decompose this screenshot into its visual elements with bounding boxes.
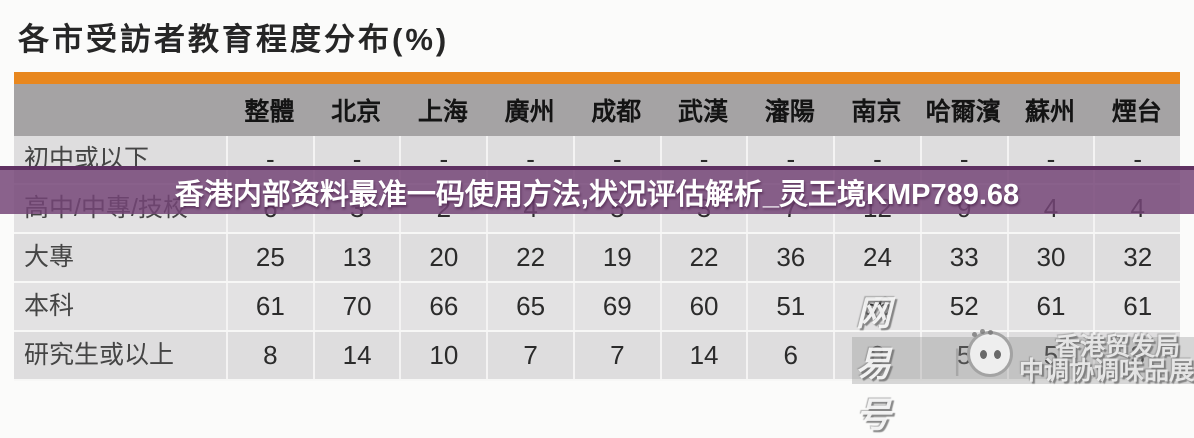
logo-dots	[971, 332, 977, 337]
watermark-line2: 中调协调味品展	[1018, 357, 1194, 385]
value-cell: 70	[312, 283, 400, 330]
value-cell: -	[833, 136, 920, 183]
value-cell: 3	[1093, 332, 1180, 379]
value-cell: 61	[1006, 283, 1094, 330]
value-cell: 10	[399, 332, 486, 379]
value-cell: -	[486, 136, 573, 183]
value-cell: 52	[919, 283, 1007, 330]
value-cell: 56	[833, 283, 920, 330]
value-cell: 69	[572, 283, 660, 330]
value-cell: 7	[572, 332, 660, 379]
value-cell: 20	[399, 234, 486, 281]
column-header: 成都	[591, 98, 642, 126]
watermark: 网易号 | 香港贸发局 中调协调味品展	[856, 294, 1194, 435]
column-header: 哈爾濱	[925, 98, 1001, 126]
value-cell: -	[399, 136, 486, 183]
logo-right-eye	[993, 350, 1001, 359]
column-header: 上海	[417, 98, 468, 126]
value-cell: 13	[312, 234, 400, 281]
value-cell: 30	[1006, 234, 1094, 281]
value-cell: -	[659, 136, 747, 183]
value-cell: 61	[1093, 283, 1180, 330]
column-header: 瀋陽	[764, 98, 815, 126]
row-label: 本科	[24, 292, 75, 320]
value-cell: 14	[312, 332, 400, 379]
smiley-logo-icon	[966, 331, 1013, 377]
overlay-banner: 香港内部资料最准一码使用方法,状况评估解析_灵王境KMP789.68	[0, 166, 1194, 214]
column-header: 蘇州	[1024, 98, 1075, 126]
value-cell: 61	[226, 283, 313, 330]
page-title: 各市受訪者教育程度分布(%)	[18, 22, 450, 57]
value-cell: 22	[659, 234, 747, 281]
value-cell: 24	[833, 234, 920, 281]
column-header: 武漢	[678, 98, 729, 126]
watermark-source-label: 网易号	[856, 293, 893, 435]
value-cell: 32	[1093, 234, 1180, 281]
overlay-banner-text: 香港内部资料最准一码使用方法,状况评估解析_灵王境KMP789.68	[174, 179, 1020, 211]
value-cell: -	[572, 136, 660, 183]
value-cell: -	[1006, 136, 1094, 183]
watermark-divider: |	[953, 344, 961, 377]
value-cell: 51	[746, 283, 833, 330]
table-header-row: 整體 北京 上海 廣州 成都 武漢 瀋陽 南京 哈爾濱 蘇州 煙台	[14, 84, 1180, 136]
value-cell: 8	[226, 332, 313, 379]
table-row: 大專 25 13 20 22 19 22 36 24 33 30 32	[14, 234, 1180, 283]
value-cell: 7	[486, 332, 573, 379]
value-cell: 25	[226, 234, 313, 281]
value-cell: 14	[659, 332, 747, 379]
column-header: 煙台	[1111, 98, 1162, 126]
logo-left-eye	[979, 350, 987, 359]
value-cell: 8	[833, 332, 920, 379]
row-label: 研究生或以上	[24, 341, 175, 369]
column-header: 廣州	[504, 98, 555, 126]
value-cell: 19	[572, 234, 660, 281]
value-cell: 33	[919, 234, 1007, 281]
value-cell: 60	[659, 283, 747, 330]
value-cell: 66	[399, 283, 486, 330]
value-cell: -	[312, 136, 400, 183]
value-cell: 36	[746, 234, 833, 281]
column-header: 北京	[331, 98, 382, 126]
value-cell: -	[226, 136, 313, 183]
table-row: 本科 61 70 66 65 69 60 51 56 52 61 61	[14, 283, 1180, 332]
value-cell: 22	[486, 234, 573, 281]
value-cell: 65	[486, 283, 573, 330]
value-cell: -	[746, 136, 833, 183]
table-accent-bar	[14, 72, 1180, 84]
row-label: 大專	[24, 243, 75, 271]
column-header: 整體	[244, 98, 295, 126]
watermark-text-block: 香港贸发局 中调协调味品展	[1018, 333, 1194, 385]
value-cell: -	[919, 136, 1007, 183]
value-cell: -	[1093, 136, 1180, 183]
column-header: 南京	[851, 98, 902, 126]
watermark-line1: 香港贸发局	[1054, 333, 1180, 361]
watermark-background-band	[852, 337, 1194, 384]
value-cell: 6	[746, 332, 833, 379]
